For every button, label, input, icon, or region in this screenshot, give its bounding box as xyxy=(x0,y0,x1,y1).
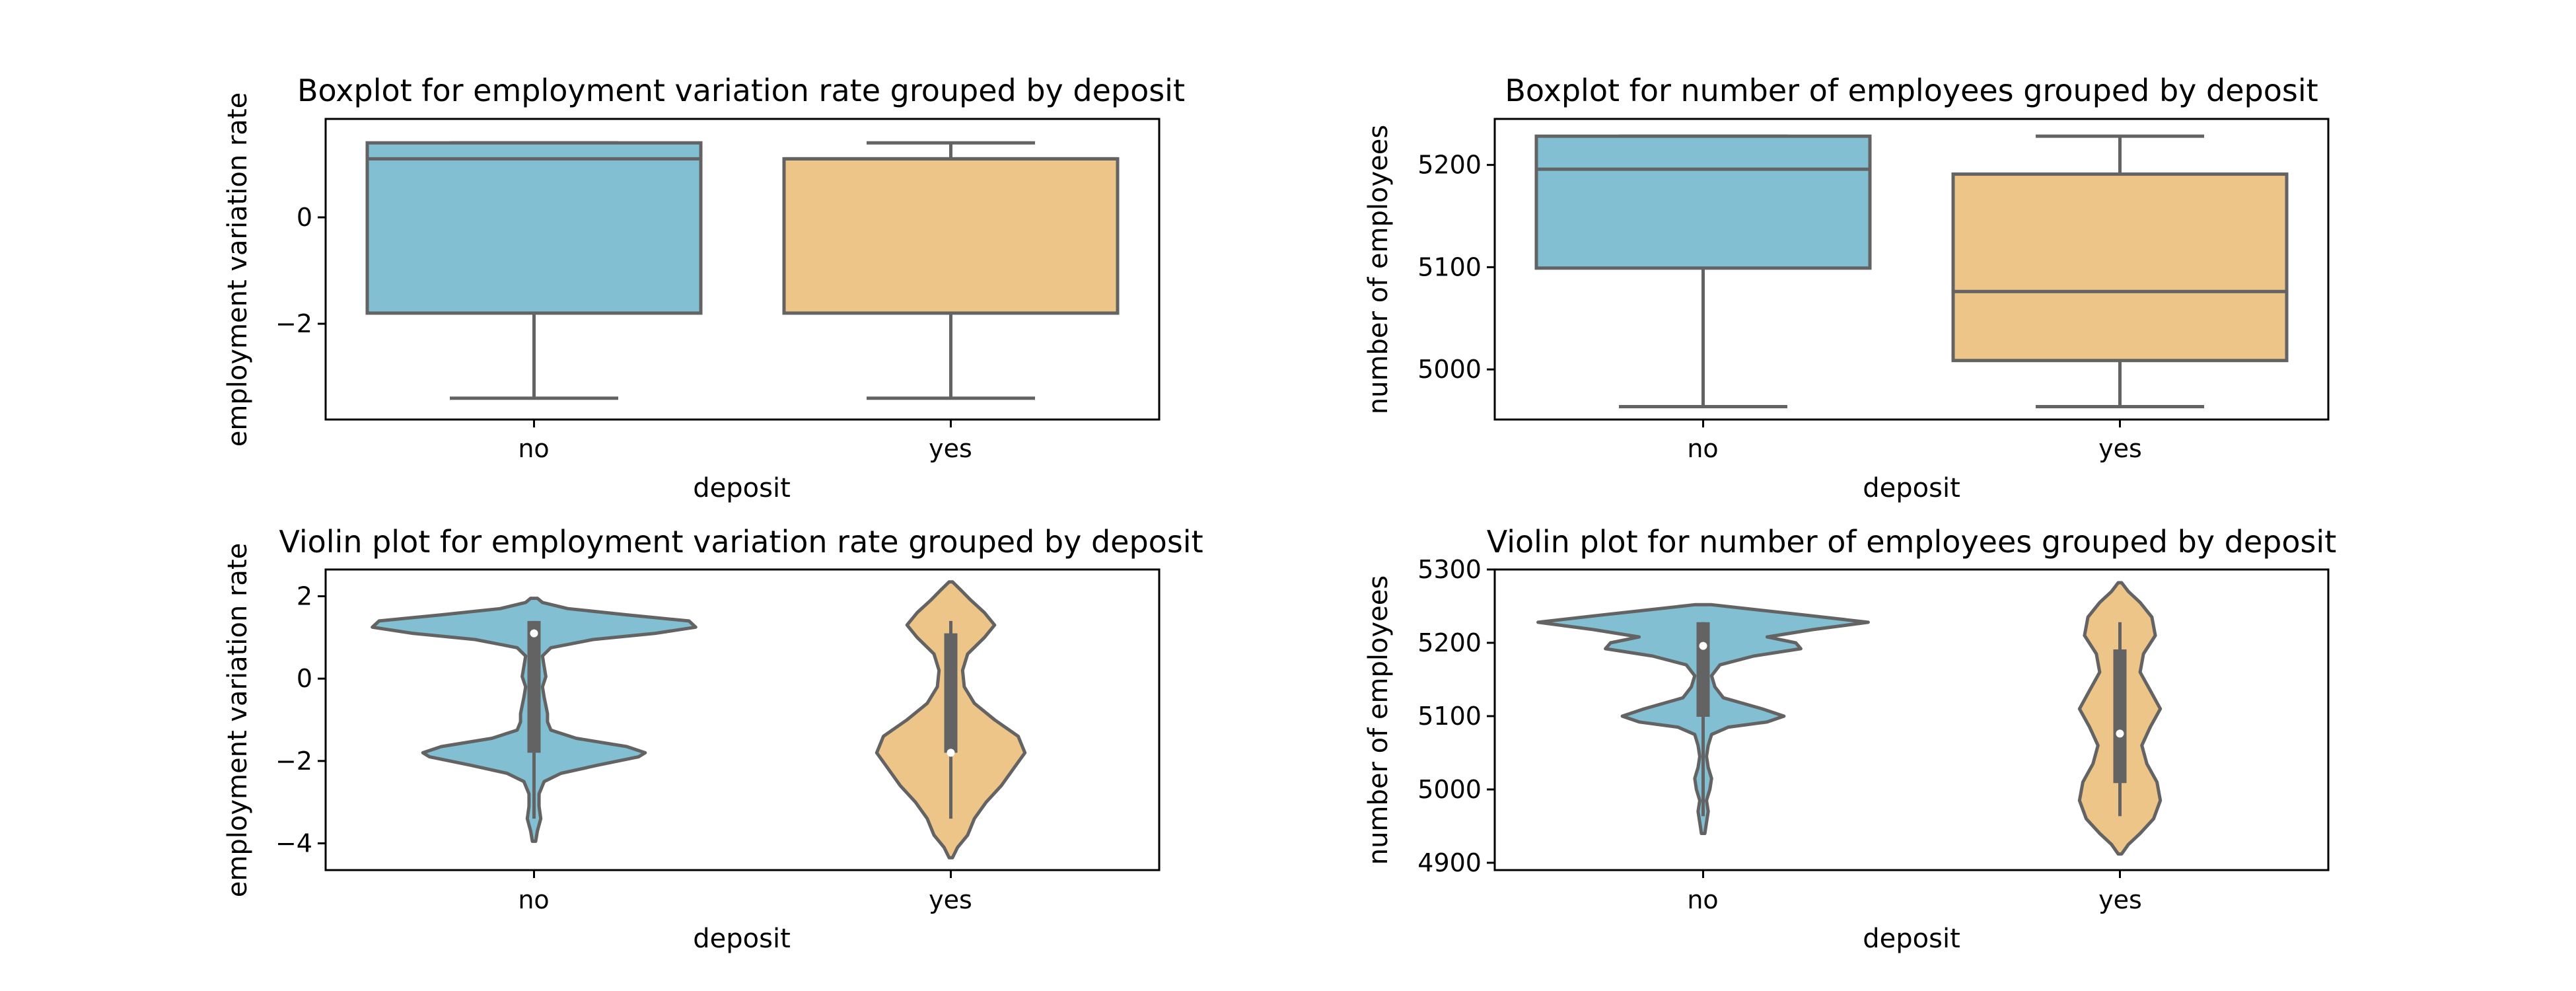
plot-frame xyxy=(1493,118,2330,421)
x-tick-label-no: no xyxy=(518,885,549,914)
y-tick-label: 5300 xyxy=(1417,555,1482,584)
plot-marks: 0 −2 xyxy=(275,141,1120,427)
x-tick-label-no: no xyxy=(1687,885,1718,914)
box-no xyxy=(1534,134,1872,270)
x-tick-label-no: no xyxy=(518,434,549,463)
x-tick-label-yes: yes xyxy=(2098,885,2142,914)
x-axis-label: deposit xyxy=(1863,924,1960,954)
panel-violin-emp-var-rate: Violin plot for employment variation rat… xyxy=(223,524,1203,954)
x-tick-label-yes: yes xyxy=(929,885,972,914)
plot-marks: 5300 5200 5100 5000 4900 xyxy=(1417,555,2163,878)
panel-boxplot-emp-var-rate: Boxplot for employment variation rate gr… xyxy=(223,73,1185,503)
y-tick-label: 5000 xyxy=(1417,775,1482,804)
plot-marks: 2 0 −2 −4 xyxy=(275,580,1027,878)
x-tick-label-yes: yes xyxy=(2098,434,2142,463)
y-tick-label: 5000 xyxy=(1417,355,1482,384)
box-yes xyxy=(1951,172,2289,363)
chart-title: Boxplot for employment variation rate gr… xyxy=(297,73,1185,108)
x-tick-label-yes: yes xyxy=(929,434,972,463)
violin-median-dot xyxy=(2116,729,2124,738)
y-tick-label: 0 xyxy=(297,203,312,232)
chart-title: Boxplot for number of employees grouped … xyxy=(1505,73,2318,108)
violin-iqr-bar xyxy=(1696,622,1710,717)
y-tick-label: −2 xyxy=(275,747,312,776)
x-axis-label: deposit xyxy=(693,473,791,503)
y-tick-label: 5200 xyxy=(1417,628,1482,657)
y-tick-label: 5100 xyxy=(1417,252,1482,281)
panel-violin-nr-employed: Violin plot for number of employees grou… xyxy=(1363,524,2336,954)
violin-iqr-bar xyxy=(527,620,541,753)
y-tick-label: 4900 xyxy=(1417,848,1482,877)
plot-frame xyxy=(324,118,1161,421)
box-no xyxy=(365,141,703,315)
y-tick-label: 5100 xyxy=(1417,702,1482,731)
chart-title: Violin plot for employment variation rat… xyxy=(279,524,1203,560)
panel-boxplot-nr-employed: Boxplot for number of employees grouped … xyxy=(1363,73,2330,503)
y-tick-label: 5200 xyxy=(1417,151,1482,180)
violin-median-dot xyxy=(1699,642,1707,650)
plot-frame xyxy=(324,568,1161,871)
x-tick-label-no: no xyxy=(1687,434,1718,463)
y-tick-label: 2 xyxy=(297,582,312,611)
y-axis-label: employment variation rate xyxy=(223,543,253,897)
y-axis-label: number of employees xyxy=(1363,125,1394,414)
plot-frame xyxy=(1493,568,2330,871)
y-tick-label: 0 xyxy=(297,664,312,693)
violin-median-dot xyxy=(947,749,955,757)
violin-iqr-bar xyxy=(2113,649,2127,784)
plot-marks: 5200 5100 5000 xyxy=(1417,134,2289,427)
violin-iqr-bar xyxy=(944,633,958,753)
box-yes xyxy=(782,157,1120,315)
y-tick-label: −4 xyxy=(275,828,312,858)
x-axis-label: deposit xyxy=(1863,473,1960,503)
chart-title: Violin plot for number of employees grou… xyxy=(1487,524,2337,560)
y-axis-label: number of employees xyxy=(1363,575,1394,865)
y-axis-label: employment variation rate xyxy=(223,92,253,447)
y-tick-label: −2 xyxy=(275,309,312,338)
violin-median-dot xyxy=(530,629,538,638)
x-axis-label: deposit xyxy=(693,924,791,954)
